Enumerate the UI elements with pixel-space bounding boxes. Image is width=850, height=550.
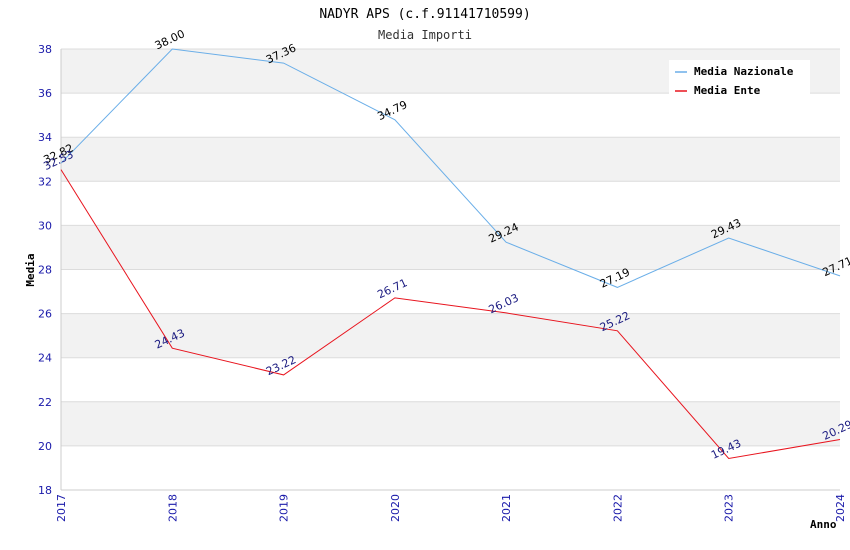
grid-band xyxy=(61,401,840,446)
legend-box xyxy=(669,60,810,96)
y-tick-label: 32 xyxy=(38,175,52,188)
y-tick-label: 28 xyxy=(38,264,52,277)
grid-band xyxy=(61,313,840,358)
chart-subtitle: Media Importi xyxy=(378,28,472,42)
y-tick-labels: 18 20 22 24 26 28 30 32 34 36 38 xyxy=(38,43,52,497)
grid-band xyxy=(61,269,840,314)
grid-band xyxy=(61,445,840,490)
series-line-media-nazionale xyxy=(60,48,841,288)
series-lines xyxy=(60,48,841,460)
legend-label-ente: Media Ente xyxy=(694,84,761,97)
axes xyxy=(60,49,840,491)
legend: Media Nazionale Media Ente xyxy=(669,60,810,97)
x-tick-label: 2020 xyxy=(389,494,402,522)
x-tick-label: 2017 xyxy=(55,494,68,522)
y-tick-label: 36 xyxy=(38,87,52,100)
x-axis-title: Anno xyxy=(810,518,837,531)
y-tick-label: 34 xyxy=(38,131,52,144)
legend-label-nazionale: Media Nazionale xyxy=(694,65,794,78)
x-tick-label: 2023 xyxy=(723,494,736,522)
y-tick-label: 18 xyxy=(38,484,52,497)
x-tick-label: 2022 xyxy=(611,494,624,522)
background-bands xyxy=(61,49,840,490)
series-line-media-ente xyxy=(60,169,841,460)
y-tick-label: 30 xyxy=(38,219,52,232)
y-axis-title: Media xyxy=(24,253,37,286)
y-tick-label: 38 xyxy=(38,43,52,56)
grid-band xyxy=(61,181,840,226)
grid-band xyxy=(61,225,840,270)
x-tick-label: 2021 xyxy=(500,494,513,522)
x-tick-labels: 2017 2018 2019 2020 2021 2022 2023 2024 xyxy=(55,494,847,522)
x-tick-label: 2024 xyxy=(834,494,847,522)
y-tick-label: 24 xyxy=(38,352,52,365)
grid-band xyxy=(61,357,840,402)
y-tick-label: 20 xyxy=(38,440,52,453)
y-tick-label: 26 xyxy=(38,308,52,321)
grid-band xyxy=(61,93,840,138)
x-tick-label: 2018 xyxy=(166,494,179,522)
grid-band xyxy=(61,137,840,182)
y-tick-label: 22 xyxy=(38,396,52,409)
x-tick-label: 2019 xyxy=(278,494,291,522)
chart-title: NADYR APS (c.f.91141710599) xyxy=(319,7,530,22)
